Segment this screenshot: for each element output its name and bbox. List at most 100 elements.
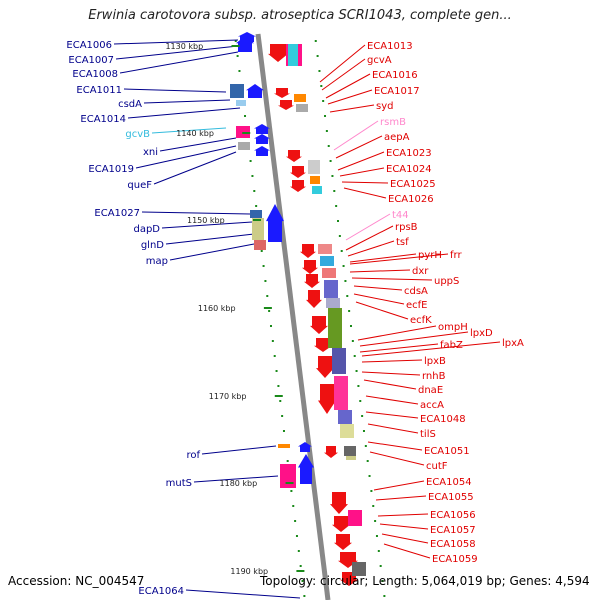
right-gene-label: ECA1048 [420, 414, 466, 425]
minor-tick [379, 565, 382, 567]
right-gene-label: cutF [426, 461, 448, 472]
minor-tick [279, 400, 282, 402]
minor-tick [295, 535, 298, 537]
minor-tick [370, 490, 373, 492]
right-leader-line [363, 379, 417, 390]
scale-label: 1190 kbp [230, 567, 268, 576]
right-gene-label: lpxA [502, 338, 524, 349]
forward-gene-arrow [254, 146, 270, 156]
reverse-gene-arrow [310, 316, 328, 334]
right-gene-label: ECA1055 [428, 492, 474, 503]
minor-tick [286, 460, 289, 462]
minor-tick [266, 295, 269, 297]
function-box [326, 298, 340, 308]
left-leader-line [151, 127, 227, 134]
right-gene-label: lpxB [424, 356, 446, 367]
left-gene-label: gcvB [125, 129, 150, 140]
right-gene-label: ECA1024 [386, 164, 432, 175]
minor-tick [322, 100, 325, 102]
function-box [340, 424, 354, 438]
right-leader-line [345, 225, 394, 251]
function-box [254, 240, 266, 250]
minor-tick [362, 430, 365, 432]
right-gene-label: ecfE [406, 300, 428, 311]
right-gene-label: tilS [420, 429, 436, 440]
minor-tick [303, 595, 306, 597]
left-gene-label: map [146, 256, 168, 267]
right-leader-line [351, 277, 433, 281]
forward-gene-arrow [246, 84, 264, 98]
minor-tick [264, 280, 267, 282]
function-box [312, 186, 322, 194]
function-box [296, 104, 308, 112]
right-gene-label: frr [450, 250, 462, 261]
reverse-gene-arrow [278, 100, 294, 110]
right-leader-line [339, 167, 385, 177]
function-box [308, 160, 320, 174]
right-gene-label: dnaE [418, 385, 443, 396]
scale-label: 1170 kbp [209, 392, 247, 401]
minor-tick [299, 565, 302, 567]
right-leader-line [369, 451, 425, 466]
function-box [348, 510, 362, 526]
minor-tick [337, 220, 340, 222]
function-box [324, 280, 338, 298]
function-box [322, 268, 336, 278]
right-leader-line [365, 395, 419, 405]
forward-gene-arrow [298, 454, 314, 484]
minor-tick [342, 265, 345, 267]
left-leader-line [201, 445, 277, 455]
left-leader-line [193, 475, 279, 483]
minor-tick [375, 535, 378, 537]
right-leader-line [367, 423, 419, 434]
label-leader-lines [113, 39, 501, 599]
left-gene-label: ECA1008 [72, 69, 118, 80]
genome-summary: Topology: circular; Length: 5,064,019 bp… [260, 574, 590, 588]
function-box [328, 308, 342, 348]
minor-tick [301, 580, 304, 582]
minor-tick [368, 475, 371, 477]
left-gene-label: ECA1019 [88, 164, 134, 175]
left-leader-line [153, 151, 237, 185]
right-leader-line [379, 523, 429, 530]
minor-tick [340, 250, 343, 252]
right-leader-line [349, 269, 411, 273]
scale-label: 1130 kbp [165, 42, 203, 51]
minor-tick [275, 370, 278, 372]
gene-labels[interactable]: ECA1006 ECA1007 ECA1008 ECA1011 csdA ECA1014 g… [66, 40, 524, 597]
map-title: Erwinia carotovora subsp. atroseptica SC… [88, 8, 512, 23]
minor-tick [325, 130, 328, 132]
reverse-gene-arrow [302, 260, 318, 274]
minor-tick [255, 205, 258, 207]
left-leader-line [159, 137, 237, 152]
right-leader-line [375, 495, 427, 501]
left-leader-line [165, 233, 255, 245]
right-gene-label: ECA1057 [430, 525, 476, 536]
right-gene-label: syd [376, 101, 393, 112]
function-box [334, 376, 348, 410]
function-box [250, 210, 262, 218]
right-leader-line [373, 480, 425, 491]
minor-tick [281, 415, 284, 417]
right-gene-label: tsf [396, 237, 409, 248]
forward-gene-arrow [298, 442, 312, 452]
right-gene-label: dxr [412, 266, 429, 277]
reverse-gene-arrow [274, 88, 290, 98]
scale-label: 1160 kbp [198, 304, 236, 313]
minor-tick [268, 310, 271, 312]
left-gene-label: mutS [166, 478, 192, 489]
minor-tick [269, 325, 272, 327]
right-leader-line [333, 120, 379, 151]
right-leader-line [361, 359, 423, 363]
scale-label: 1150 kbp [187, 216, 225, 225]
function-box [332, 348, 346, 374]
left-leader-line [119, 51, 239, 74]
function-box [320, 256, 334, 266]
right-leader-line [357, 325, 437, 341]
right-leader-line [325, 73, 371, 99]
scale-ticks [234, 40, 386, 597]
gene-features [230, 32, 366, 586]
minor-tick [314, 40, 317, 42]
minor-tick [316, 55, 319, 57]
